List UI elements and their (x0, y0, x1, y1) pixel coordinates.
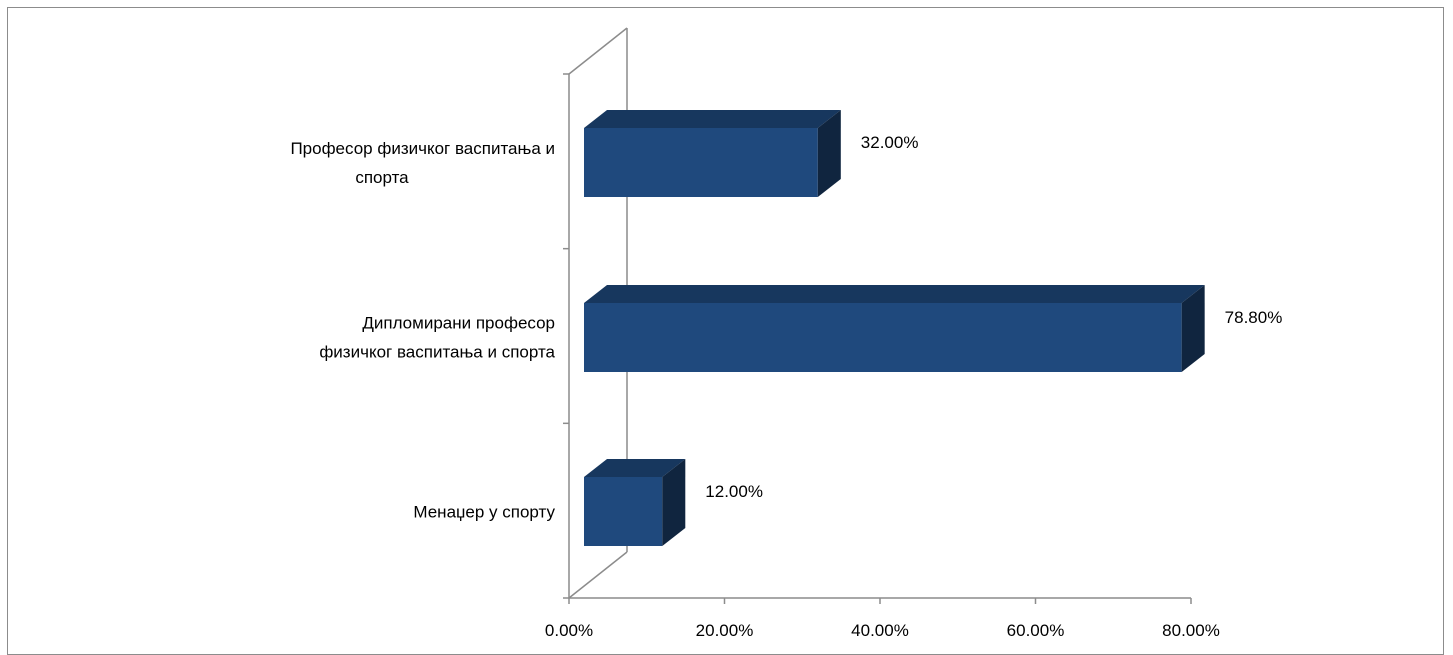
bar-top (584, 459, 686, 477)
data-label: 78.80% (1225, 308, 1283, 327)
wall-top-edge (568, 27, 628, 75)
data-label: 12.00% (705, 482, 763, 501)
bar-front (584, 477, 663, 546)
x-tick-label: 0.00% (545, 621, 593, 640)
bar-side (817, 110, 841, 197)
bar-front (584, 128, 818, 197)
bar-side (1181, 285, 1205, 372)
x-tick-label: 60.00% (1007, 621, 1065, 640)
bar-top (584, 110, 841, 128)
bar-side (662, 459, 686, 546)
bar-0 (584, 110, 841, 197)
x-tick-label: 40.00% (851, 621, 909, 640)
category-label-line: Професор физичког васпитања и (290, 139, 555, 158)
category-label-line: Дипломирани професор (362, 314, 555, 333)
bar-2 (584, 459, 686, 546)
chart-labels: 0.00% 20.00% 40.00% 60.00% 80.00% 32.00% Профе… (290, 133, 1282, 640)
x-tick-label: 20.00% (696, 621, 754, 640)
bar-top (584, 285, 1205, 303)
category-label-line: спорта (355, 168, 409, 187)
chart-bars (584, 110, 1205, 546)
floor-edge (568, 551, 628, 599)
category-label: Дипломирани професор физичког васпитања и… (319, 314, 555, 362)
bar-front (584, 303, 1182, 372)
category-label: Професор физичког васпитања и спорта (290, 139, 555, 187)
category-label: Менаџер у спорту (413, 503, 555, 522)
x-tick-label: 80.00% (1162, 621, 1220, 640)
category-label-line: Менаџер у спорту (413, 503, 555, 522)
bar-1 (584, 285, 1205, 372)
category-label-line: физичког васпитања и спорта (319, 343, 555, 362)
data-label: 32.00% (861, 133, 919, 152)
